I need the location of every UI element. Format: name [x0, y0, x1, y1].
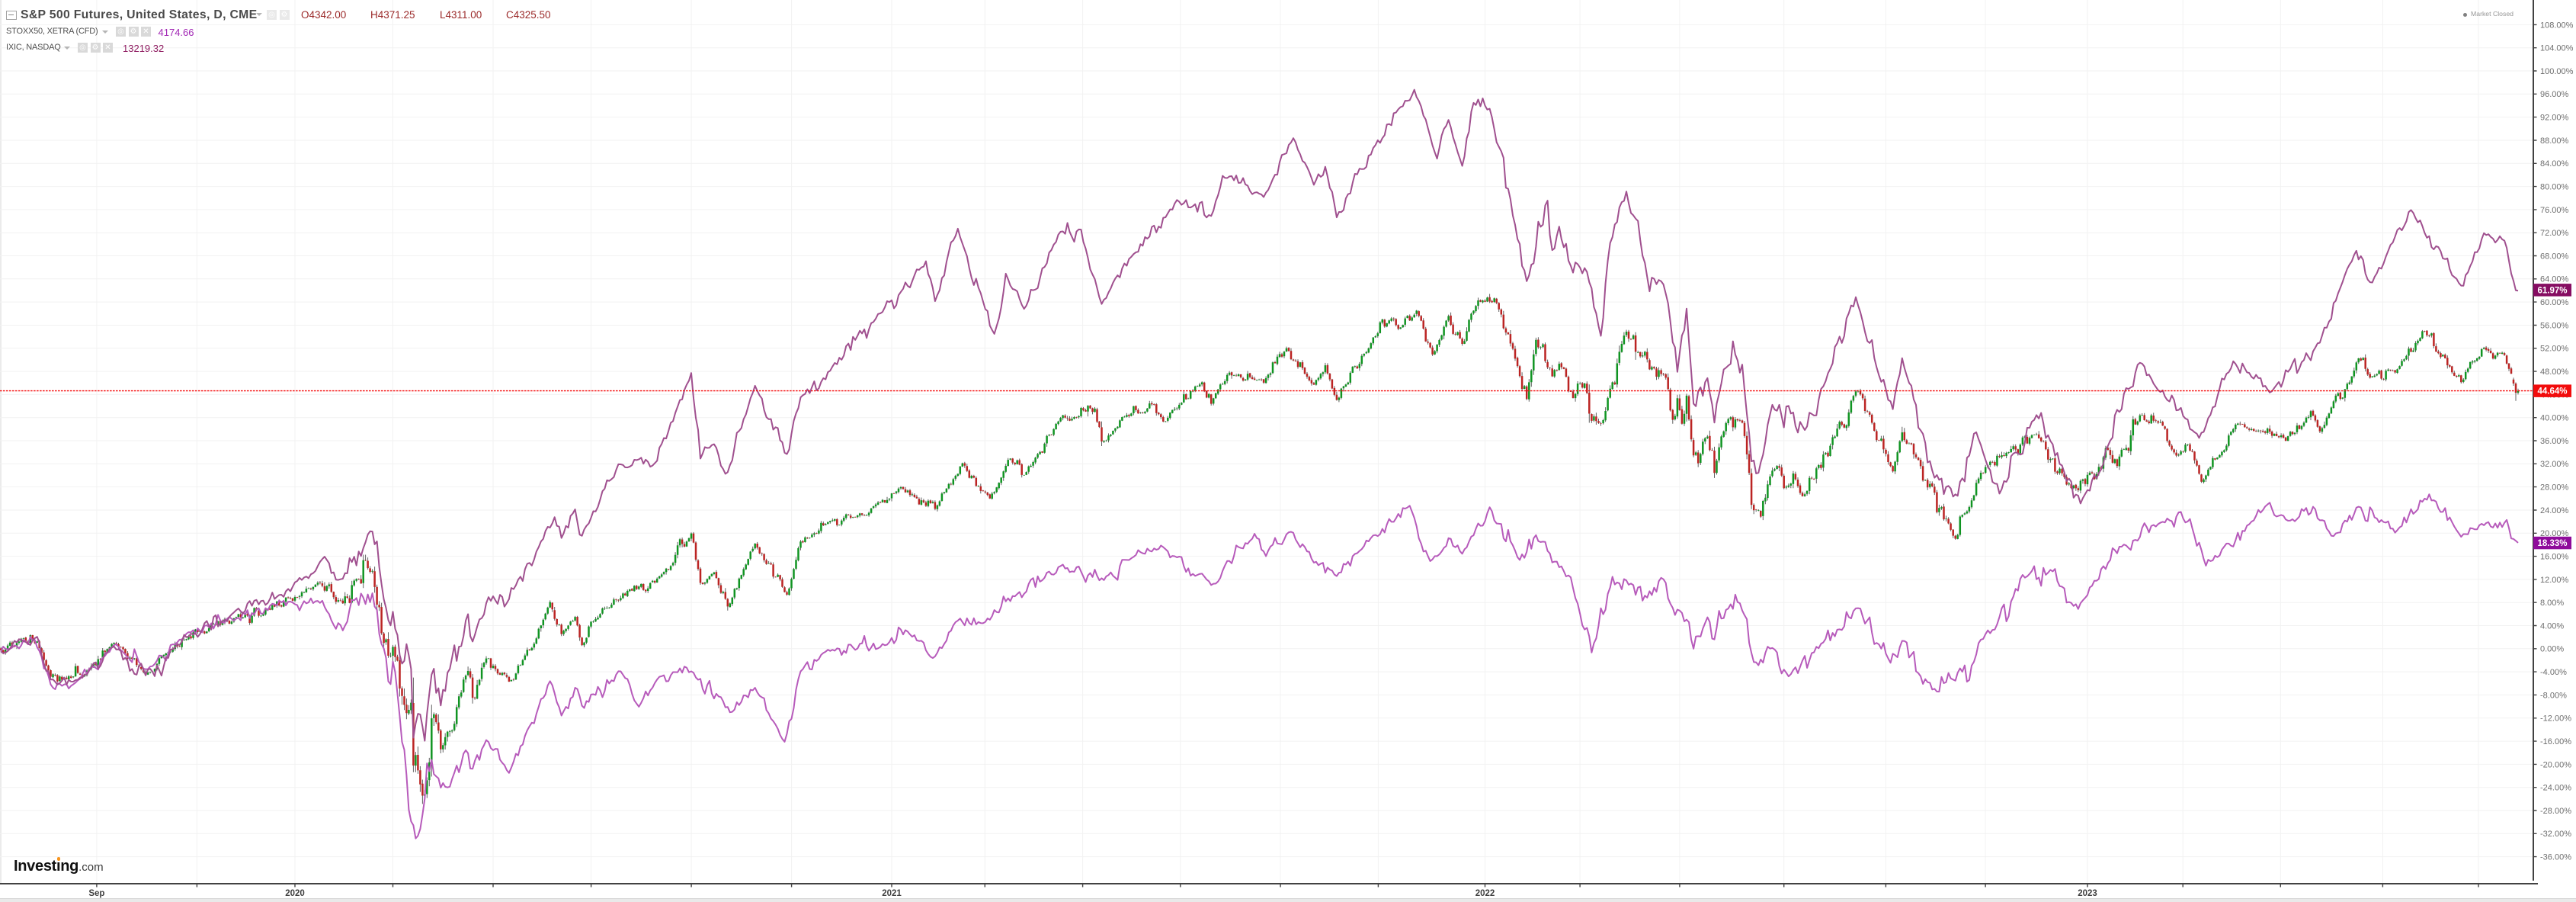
- svg-text:92.00%: 92.00%: [2540, 114, 2569, 123]
- svg-text:84.00%: 84.00%: [2540, 159, 2569, 169]
- svg-text:-32.00%: -32.00%: [2540, 830, 2571, 839]
- svg-text:-8.00%: -8.00%: [2540, 691, 2567, 700]
- svg-text:16.00%: 16.00%: [2540, 553, 2569, 562]
- svg-text:96.00%: 96.00%: [2540, 90, 2569, 99]
- svg-text:48.00%: 48.00%: [2540, 368, 2569, 377]
- svg-text:2023: 2023: [2078, 889, 2097, 898]
- svg-text:64.00%: 64.00%: [2540, 275, 2569, 284]
- svg-text:-12.00%: -12.00%: [2540, 714, 2571, 724]
- svg-text:-16.00%: -16.00%: [2540, 737, 2571, 746]
- svg-text:76.00%: 76.00%: [2540, 206, 2569, 215]
- svg-text:44.64%: 44.64%: [2537, 387, 2567, 396]
- svg-text:-28.00%: -28.00%: [2540, 807, 2571, 816]
- svg-text:24.00%: 24.00%: [2540, 506, 2569, 515]
- svg-text:32.00%: 32.00%: [2540, 460, 2569, 469]
- svg-text:-20.00%: -20.00%: [2540, 760, 2571, 769]
- svg-text:68.00%: 68.00%: [2540, 252, 2569, 261]
- svg-text:52.00%: 52.00%: [2540, 345, 2569, 354]
- svg-text:-36.00%: -36.00%: [2540, 853, 2571, 862]
- svg-text:72.00%: 72.00%: [2540, 229, 2569, 238]
- svg-text:56.00%: 56.00%: [2540, 321, 2569, 330]
- svg-text:0.00%: 0.00%: [2540, 645, 2564, 654]
- svg-text:36.00%: 36.00%: [2540, 437, 2569, 446]
- svg-text:28.00%: 28.00%: [2540, 483, 2569, 493]
- svg-text:Sep: Sep: [88, 889, 104, 898]
- svg-text:4.00%: 4.00%: [2540, 621, 2564, 631]
- svg-text:-24.00%: -24.00%: [2540, 784, 2571, 793]
- svg-text:61.97%: 61.97%: [2537, 286, 2567, 295]
- svg-text:-4.00%: -4.00%: [2540, 668, 2567, 677]
- svg-text:108.00%: 108.00%: [2540, 21, 2574, 30]
- svg-text:80.00%: 80.00%: [2540, 183, 2569, 192]
- svg-text:100.00%: 100.00%: [2540, 67, 2574, 76]
- svg-text:2022: 2022: [1475, 889, 1495, 898]
- svg-text:20.00%: 20.00%: [2540, 529, 2569, 538]
- svg-text:104.00%: 104.00%: [2540, 44, 2574, 53]
- svg-text:2021: 2021: [882, 889, 902, 898]
- svg-text:40.00%: 40.00%: [2540, 414, 2569, 423]
- svg-text:8.00%: 8.00%: [2540, 599, 2564, 608]
- svg-text:88.00%: 88.00%: [2540, 136, 2569, 146]
- svg-text:60.00%: 60.00%: [2540, 298, 2569, 307]
- svg-text:18.33%: 18.33%: [2537, 539, 2567, 548]
- svg-text:2020: 2020: [285, 889, 305, 898]
- svg-text:12.00%: 12.00%: [2540, 576, 2569, 585]
